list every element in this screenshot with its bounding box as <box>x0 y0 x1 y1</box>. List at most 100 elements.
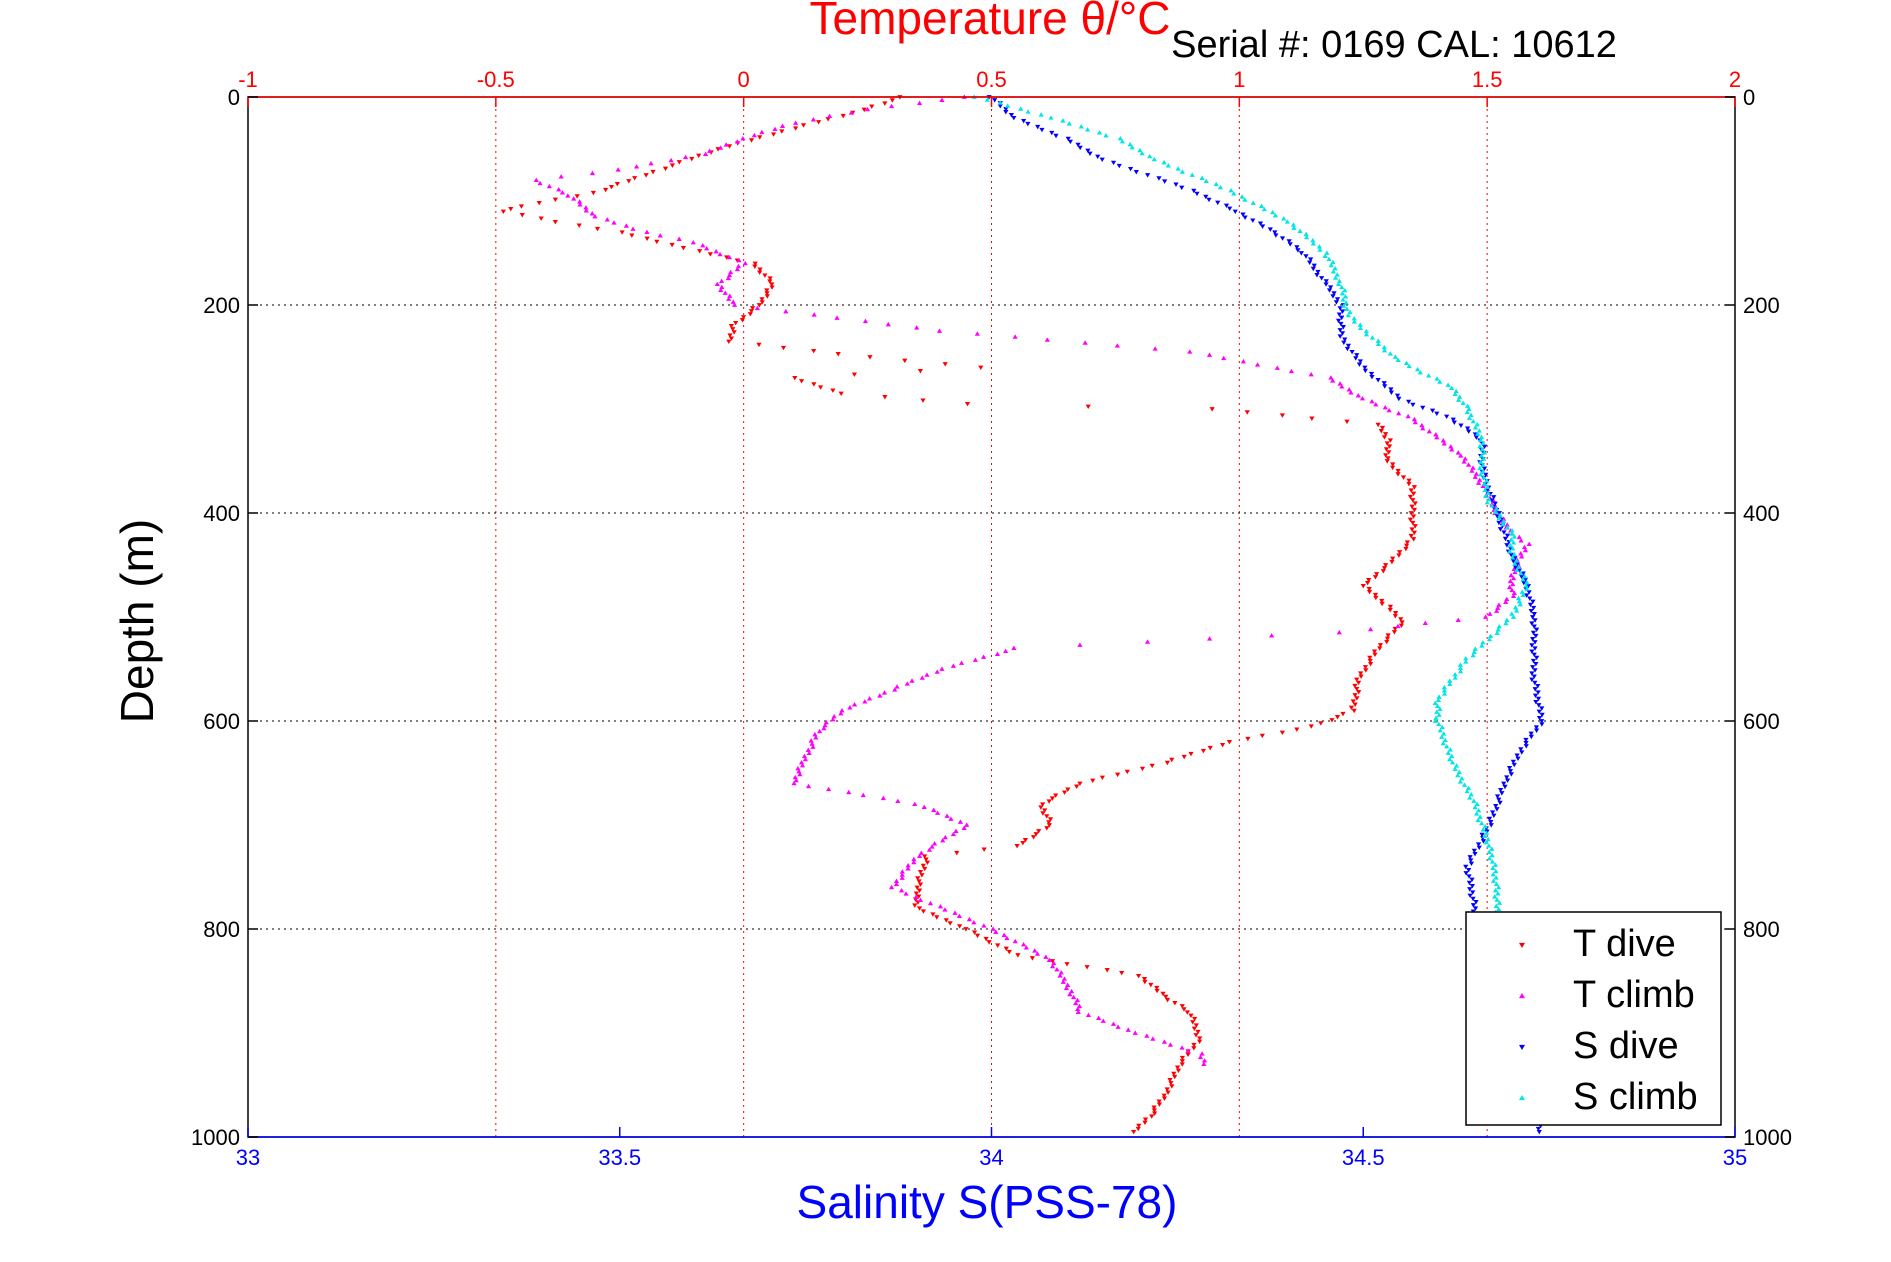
data-point <box>718 287 724 292</box>
data-point <box>1487 611 1493 616</box>
data-point <box>1334 715 1341 720</box>
data-point <box>1119 138 1126 144</box>
data-point <box>697 249 703 254</box>
data-point <box>1164 760 1170 766</box>
data-point <box>1530 599 1536 604</box>
data-point <box>589 170 596 176</box>
data-point <box>950 831 957 837</box>
data-point <box>990 926 996 931</box>
data-point <box>894 684 900 689</box>
data-point <box>1436 694 1442 699</box>
data-point <box>1484 500 1490 505</box>
data-point <box>1375 422 1381 428</box>
data-point <box>1025 121 1031 127</box>
data-point <box>942 834 948 840</box>
data-point <box>1522 547 1529 553</box>
data-point <box>767 279 773 284</box>
data-point <box>1513 558 1520 563</box>
data-point <box>1408 511 1414 516</box>
data-point <box>809 741 815 746</box>
data-point <box>1518 747 1524 752</box>
data-point <box>918 850 924 855</box>
data-point <box>1483 472 1489 478</box>
data-point <box>1323 279 1329 284</box>
data-point <box>1381 435 1388 440</box>
data-point <box>892 687 898 692</box>
data-point <box>913 891 919 896</box>
data-point <box>1286 239 1292 244</box>
data-point <box>1187 349 1193 354</box>
legend-item-s-dive: S dive <box>1519 1025 1679 1067</box>
data-point <box>1340 325 1346 330</box>
data-point <box>590 190 596 196</box>
data-point <box>961 825 967 830</box>
data-point <box>669 163 676 168</box>
data-point <box>1455 617 1461 622</box>
data-point <box>1270 209 1276 215</box>
data-point <box>1479 820 1485 826</box>
data-point <box>1493 881 1500 887</box>
data-point <box>1381 348 1388 353</box>
data-point <box>713 248 719 254</box>
data-point <box>1485 836 1491 842</box>
data-point <box>922 854 928 859</box>
data-point <box>924 672 930 677</box>
data-point <box>923 857 929 862</box>
data-point <box>1363 328 1369 334</box>
data-point <box>1470 890 1476 895</box>
data-point <box>1392 614 1398 619</box>
data-point <box>805 783 812 789</box>
data-point <box>1513 608 1520 613</box>
data-point <box>1486 496 1492 502</box>
data-point <box>1151 1108 1157 1113</box>
data-point <box>1465 426 1471 431</box>
data-point <box>1369 335 1376 340</box>
legend-marker-shape <box>1519 942 1525 948</box>
data-point <box>1533 661 1539 667</box>
data-point <box>1404 543 1410 549</box>
data-point <box>1021 942 1027 947</box>
depth-tick-label-right: 1000 <box>1743 1125 1792 1150</box>
data-point <box>882 101 888 106</box>
data-point <box>1471 649 1477 655</box>
data-point <box>1531 674 1537 679</box>
data-point <box>1452 391 1458 396</box>
data-point <box>1185 1052 1191 1058</box>
data-point <box>1082 340 1088 345</box>
data-point <box>1530 637 1536 642</box>
data-point <box>1075 142 1081 148</box>
legend: T dive T climb S dive S climb <box>1465 911 1722 1126</box>
data-point <box>1524 593 1530 598</box>
series-s-dive <box>986 95 1545 1135</box>
data-point <box>1395 357 1401 362</box>
data-point <box>1355 680 1362 686</box>
data-point <box>909 678 915 683</box>
data-point <box>1480 827 1486 832</box>
data-point <box>1411 416 1418 422</box>
data-point <box>1048 115 1054 120</box>
data-point <box>1491 495 1497 500</box>
data-point <box>1539 706 1545 711</box>
data-point <box>1175 166 1181 171</box>
data-point <box>1463 656 1469 661</box>
data-point <box>1368 626 1374 632</box>
data-point <box>1506 549 1513 554</box>
data-point <box>1179 1055 1186 1061</box>
data-point <box>556 186 562 192</box>
data-point <box>972 657 978 662</box>
data-point <box>1046 820 1052 825</box>
data-point <box>1335 281 1342 287</box>
salinity-tick-label: 34 <box>979 1145 1003 1170</box>
data-point <box>1303 254 1309 259</box>
data-point <box>1523 583 1529 588</box>
data-point <box>904 681 910 686</box>
data-point <box>1384 459 1390 464</box>
data-point <box>1169 1084 1175 1089</box>
data-point <box>1310 237 1316 243</box>
legend-item-s-climb: S climb <box>1519 1076 1698 1118</box>
data-point <box>1486 843 1492 848</box>
data-point <box>1323 282 1329 287</box>
data-point <box>1368 371 1375 377</box>
data-point <box>1493 506 1500 511</box>
data-point <box>1350 699 1356 704</box>
